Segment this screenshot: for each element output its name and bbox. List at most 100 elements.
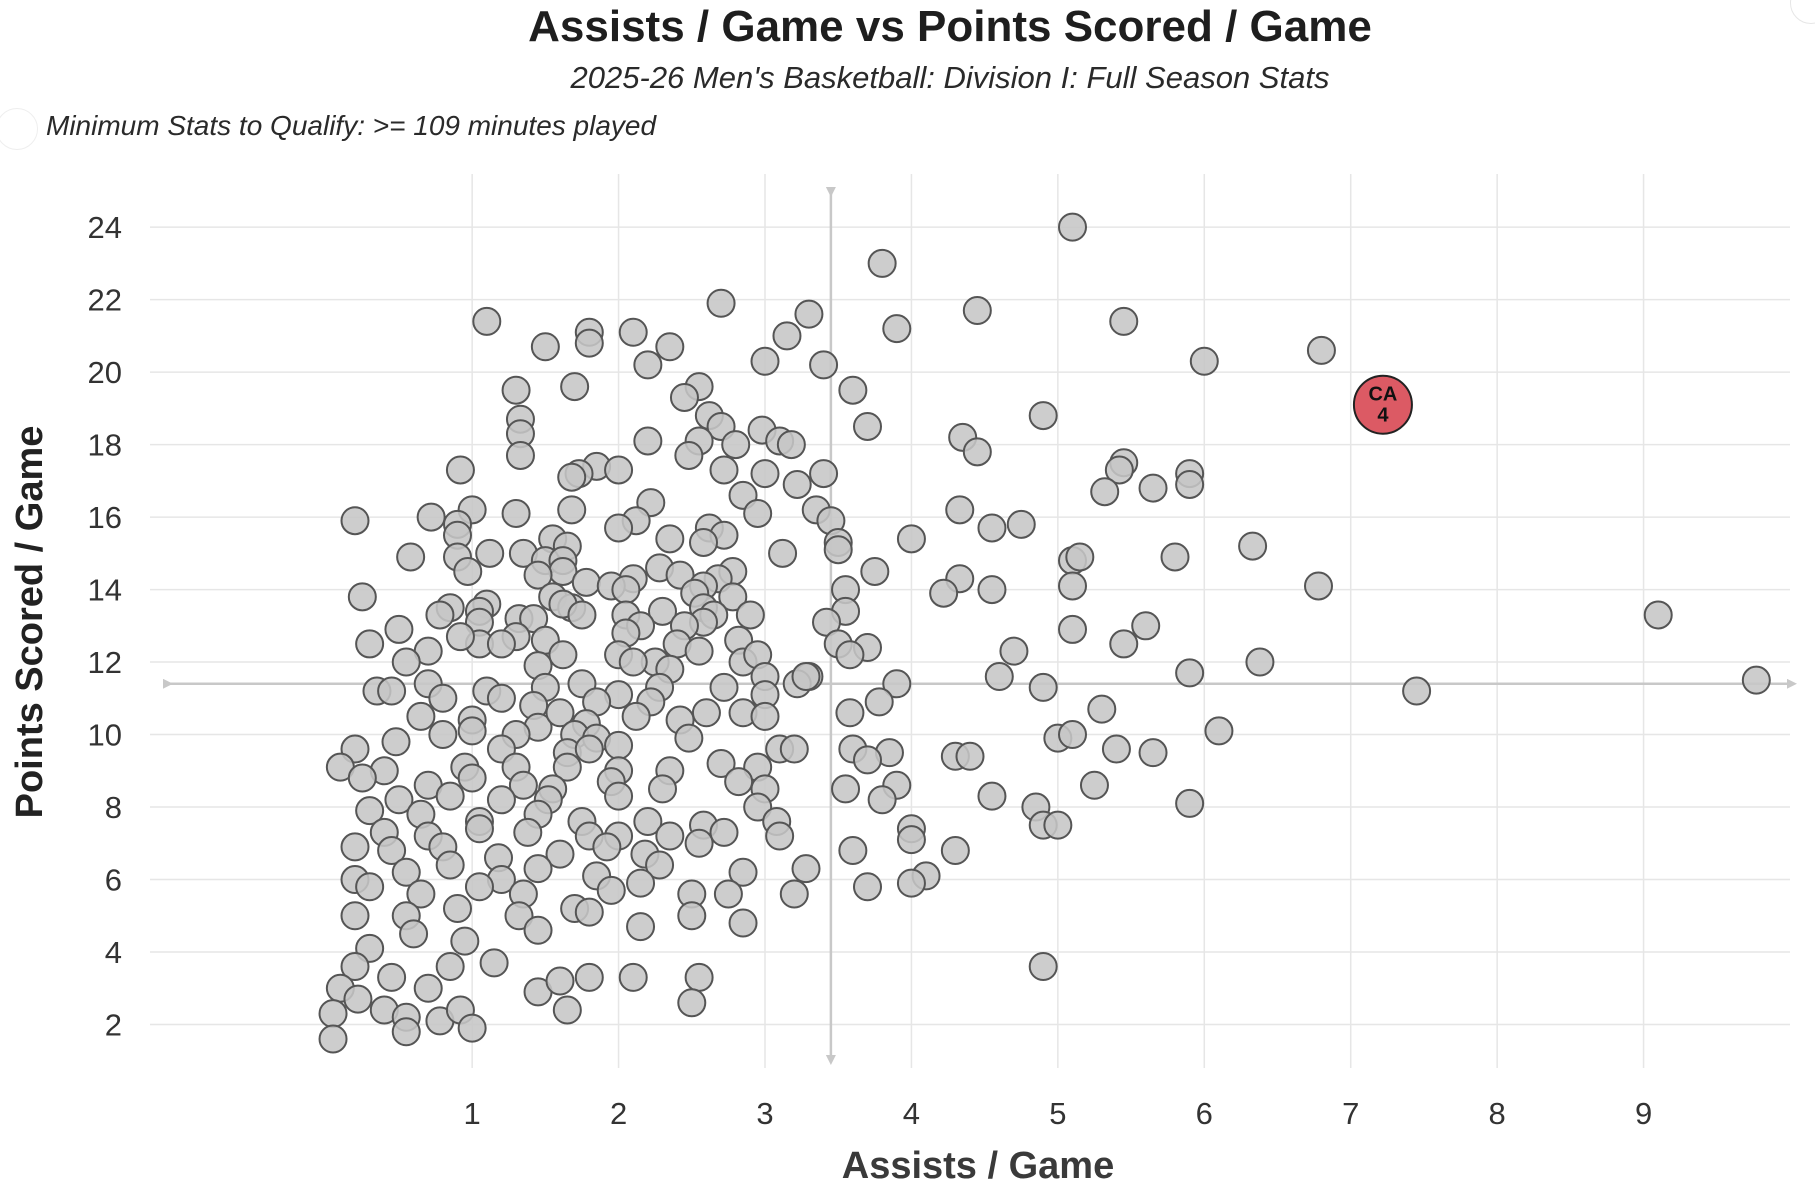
data-point[interactable] [633,350,663,380]
data-point[interactable] [347,763,377,793]
data-point[interactable] [896,524,926,554]
data-point[interactable] [768,538,798,568]
data-point[interactable] [860,556,890,586]
data-point[interactable] [691,698,721,728]
data-point[interactable] [384,785,414,815]
data-point[interactable] [618,647,648,677]
data-point[interactable] [684,828,714,858]
data-point[interactable] [552,752,582,782]
data-point[interactable] [504,901,534,931]
data-point[interactable] [1079,770,1109,800]
data-point[interactable] [343,984,373,1014]
data-point[interactable] [486,683,516,713]
data-point[interactable] [464,814,494,844]
data-point[interactable] [1160,542,1190,572]
data-point[interactable] [1304,571,1333,601]
data-point[interactable] [896,868,926,898]
data-point[interactable] [604,781,634,811]
data-point[interactable] [416,502,446,532]
data-point[interactable] [1175,658,1205,688]
data-point[interactable] [655,332,685,362]
data-point[interactable] [709,672,739,702]
data-point[interactable] [592,832,622,862]
data-point[interactable] [355,872,385,902]
data-point[interactable] [674,440,704,470]
data-point[interactable] [728,908,758,938]
data-point[interactable] [655,524,685,554]
data-point[interactable] [669,382,699,412]
data-point[interactable] [445,622,475,652]
data-point[interactable] [406,701,436,731]
data-point[interactable] [340,832,370,862]
data-point[interactable] [940,836,970,866]
data-point[interactable] [450,926,480,956]
data-point[interactable] [882,669,912,699]
data-point[interactable] [782,469,812,499]
data-point[interactable] [1109,629,1139,659]
data-point[interactable] [464,872,494,902]
data-point[interactable] [548,640,578,670]
data-point[interactable] [560,372,590,402]
data-point[interactable] [864,687,894,717]
data-point[interactable] [1643,600,1673,630]
data-point[interactable] [838,375,868,405]
data-point[interactable] [475,538,505,568]
data-point[interactable] [453,556,483,586]
data-point[interactable] [574,962,604,992]
data-point[interactable] [1204,716,1234,746]
data-point[interactable] [1043,810,1073,840]
data-point[interactable] [399,919,429,949]
data-point[interactable] [1138,473,1168,503]
data-point[interactable] [896,825,926,855]
data-point[interactable] [1402,676,1432,706]
data-point[interactable] [347,582,377,612]
data-point[interactable] [1006,509,1036,539]
data-point[interactable] [501,498,531,528]
data-point[interactable] [604,513,634,543]
data-point[interactable] [633,426,663,456]
data-point[interactable] [945,495,975,525]
data-point[interactable] [838,836,868,866]
data-point[interactable] [574,734,604,764]
data-point[interactable] [391,1017,421,1047]
data-point[interactable] [853,745,882,775]
data-point[interactable] [513,817,543,847]
data-point[interactable] [355,796,385,826]
data-point[interactable] [977,781,1007,811]
highlight-point[interactable] [1352,374,1413,435]
data-point[interactable] [545,839,575,869]
data-point[interactable] [318,1024,348,1054]
data-point[interactable] [648,596,677,626]
data-point[interactable] [633,807,663,837]
data-point[interactable] [779,734,809,764]
data-point[interactable] [340,901,370,931]
data-point[interactable] [689,527,718,557]
data-point[interactable] [882,314,912,344]
data-point[interactable] [1175,788,1205,818]
data-point[interactable] [445,455,475,485]
data-point[interactable] [853,411,882,441]
data-point[interactable] [1028,672,1058,702]
data-point[interactable] [621,701,651,731]
data-point[interactable] [1090,477,1120,507]
data-point[interactable] [508,770,538,800]
data-point[interactable] [713,879,743,909]
data-point[interactable] [999,636,1029,666]
data-point[interactable] [523,854,553,884]
data-point[interactable] [428,683,458,713]
data-point[interactable] [626,868,656,898]
data-point[interactable] [571,567,601,597]
data-point[interactable] [809,459,839,489]
data-point[interactable] [977,575,1007,605]
data-point[interactable] [929,578,959,608]
data-point[interactable] [1058,212,1087,242]
data-point[interactable] [413,973,443,1003]
data-point[interactable] [1306,335,1336,365]
data-point[interactable] [626,912,656,942]
data-point[interactable] [977,513,1007,543]
data-point[interactable] [381,727,411,757]
data-point[interactable] [377,836,407,866]
data-point[interactable] [674,723,704,753]
data-point[interactable] [428,720,458,750]
data-point[interactable] [552,995,582,1025]
